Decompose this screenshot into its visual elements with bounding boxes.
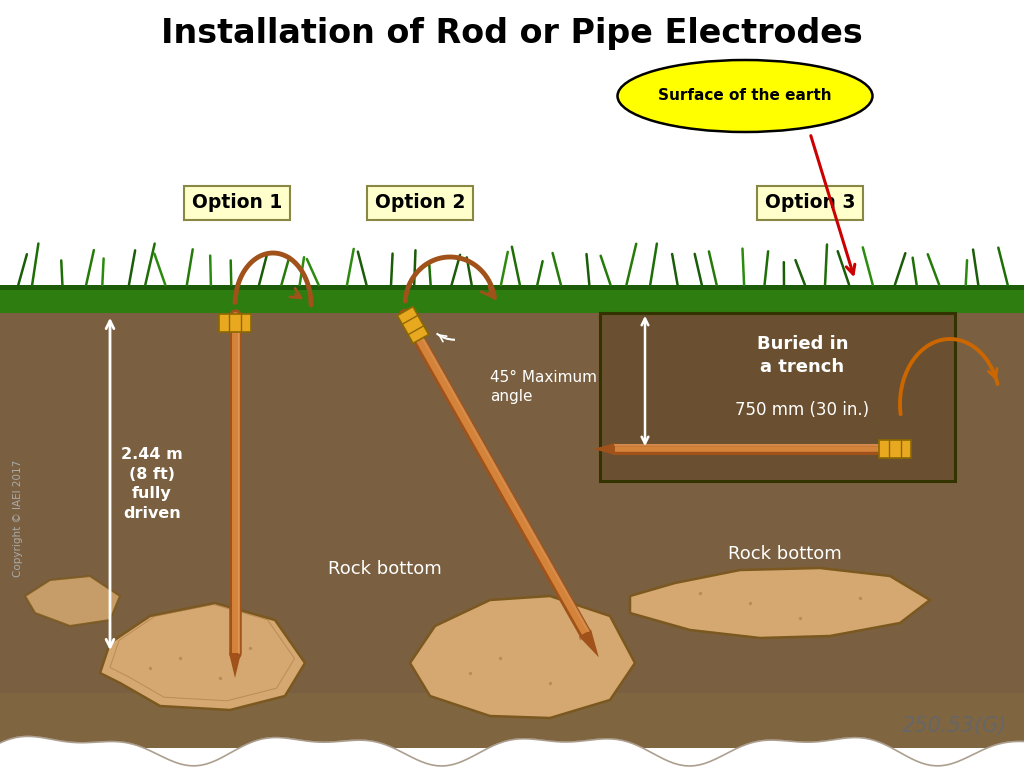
Text: 45° Maximum
angle: 45° Maximum angle: [490, 370, 597, 404]
Bar: [0, 285, 1024, 290]
Polygon shape: [410, 596, 635, 718]
Text: Surface of the earth: Surface of the earth: [658, 88, 831, 104]
Polygon shape: [229, 653, 241, 678]
Text: Option 2: Option 2: [375, 194, 465, 213]
Bar: [600, 313, 955, 481]
Text: Rock bottom: Rock bottom: [728, 545, 842, 563]
Text: Buried in
a trench: Buried in a trench: [757, 335, 848, 376]
Text: Installation of Rod or Pipe Electrodes: Installation of Rod or Pipe Electrodes: [161, 16, 863, 49]
Bar: [397, 306, 429, 343]
Polygon shape: [579, 630, 599, 657]
Polygon shape: [100, 603, 305, 710]
Polygon shape: [630, 568, 930, 638]
Bar: [0, 285, 1024, 313]
Text: Copyright © IAEI 2017: Copyright © IAEI 2017: [13, 459, 23, 577]
Text: Rock bottom: Rock bottom: [328, 560, 442, 578]
Polygon shape: [25, 576, 120, 626]
Polygon shape: [593, 443, 615, 455]
Text: 250.53(G): 250.53(G): [902, 716, 1008, 736]
Polygon shape: [0, 693, 1024, 748]
Text: 750 mm (30 in.): 750 mm (30 in.): [735, 401, 869, 419]
Text: Option 3: Option 3: [765, 194, 855, 213]
Text: Option 1: Option 1: [191, 194, 283, 213]
Ellipse shape: [617, 60, 872, 132]
Bar: [879, 440, 911, 458]
Polygon shape: [0, 313, 1024, 748]
Text: 2.44 m
(8 ft)
fully
driven: 2.44 m (8 ft) fully driven: [121, 447, 183, 521]
Bar: [219, 314, 251, 332]
